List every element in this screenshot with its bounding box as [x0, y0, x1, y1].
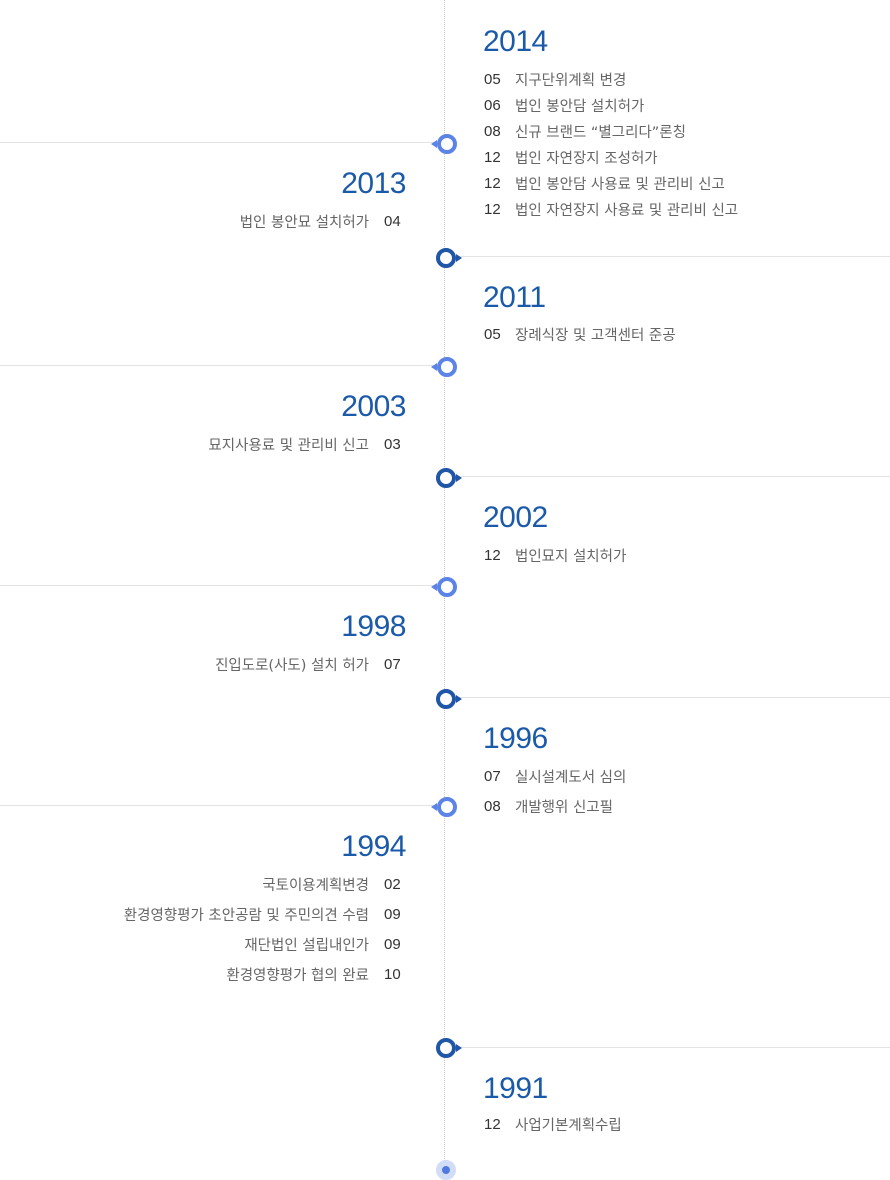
item-month: 12	[484, 546, 501, 564]
year-2014: 2014	[483, 25, 548, 58]
list-item: 법인 봉안묘 설치허가 04	[240, 206, 406, 236]
item-text: 진입도로(사도) 설치 허가	[215, 657, 369, 674]
divider-line	[0, 142, 444, 143]
year-2002: 2002	[483, 501, 548, 534]
timeline-node-icon	[436, 689, 462, 709]
item-text: 국토이용계획변경	[262, 877, 369, 894]
entry-list-1998: 진입도로(사도) 설치 허가 07	[215, 649, 406, 679]
item-month: 03	[384, 435, 401, 453]
item-month: 07	[484, 767, 501, 785]
divider-line	[445, 1047, 890, 1048]
divider-line	[445, 476, 890, 477]
list-item: 08 개발행위 신고필	[484, 791, 626, 821]
item-text: 법인 자연장지 조성허가	[515, 150, 658, 167]
item-month: 05	[484, 70, 501, 88]
item-text: 환경영향평가 초안공람 및 주민의견 수렴	[123, 907, 369, 924]
item-text: 개발행위 신고필	[515, 799, 613, 816]
item-text: 실시설계도서 심의	[515, 769, 627, 786]
item-text: 법인 자연장지 사용료 및 관리비 신고	[515, 202, 739, 219]
timeline-node-icon	[431, 577, 457, 597]
timeline-node-icon	[436, 248, 462, 268]
item-month: 07	[384, 655, 401, 673]
divider-line	[445, 697, 890, 698]
timeline-node-icon	[436, 1038, 462, 1058]
item-month: 02	[384, 875, 401, 893]
year-1994: 1994	[341, 830, 406, 863]
item-month: 12	[484, 1115, 501, 1133]
year-2013: 2013	[341, 167, 406, 200]
timeline-end-dot-icon	[436, 1160, 456, 1180]
item-text: 묘지사용료 및 관리비 신고	[208, 437, 369, 454]
item-month: 10	[384, 965, 401, 983]
list-item: 12 법인묘지 설치허가	[484, 542, 626, 568]
timeline-node-icon	[436, 468, 462, 488]
entry-list-1991: 12 사업기본계획수립	[484, 1111, 622, 1137]
item-text: 법인 봉안묘 설치허가	[239, 214, 369, 231]
entry-list-2002: 12 법인묘지 설치허가	[484, 542, 626, 568]
item-text: 재단법인 설립내인가	[244, 937, 369, 954]
timeline-node-icon	[431, 134, 457, 154]
item-text: 법인 봉안담 설치허가	[515, 98, 645, 115]
list-item: 12 법인 봉안담 사용료 및 관리비 신고	[484, 170, 738, 196]
entry-list-1996: 07 실시설계도서 심의 08 개발행위 신고필	[484, 761, 626, 821]
list-item: 08 신규 브랜드 “별그리다”론칭	[484, 118, 738, 144]
entry-list-2013: 법인 봉안묘 설치허가 04	[240, 206, 406, 236]
list-item: 12 사업기본계획수립	[484, 1111, 622, 1137]
list-item: 06 법인 봉안담 설치허가	[484, 92, 738, 118]
item-month: 08	[484, 797, 501, 815]
item-month: 12	[484, 174, 501, 192]
item-text: 신규 브랜드 “별그리다”론칭	[515, 124, 686, 141]
item-month: 08	[484, 122, 501, 140]
item-text: 사업기본계획수립	[515, 1117, 622, 1134]
list-item: 국토이용계획변경 02	[124, 869, 406, 899]
item-text: 법인묘지 설치허가	[515, 548, 627, 565]
divider-line	[0, 365, 444, 366]
timeline-node-icon	[431, 797, 457, 817]
divider-line	[0, 585, 444, 586]
item-month: 04	[384, 212, 401, 230]
item-month: 09	[384, 905, 401, 923]
list-item: 12 법인 자연장지 조성허가	[484, 144, 738, 170]
list-item: 05 지구단위계획 변경	[484, 66, 738, 92]
list-item: 진입도로(사도) 설치 허가 07	[215, 649, 406, 679]
year-1996: 1996	[483, 722, 548, 755]
item-month: 12	[484, 148, 501, 166]
item-month: 06	[484, 96, 501, 114]
item-text: 환경영향평가 협의 완료	[226, 967, 369, 984]
divider-line	[445, 256, 890, 257]
timeline-node-icon	[431, 357, 457, 377]
list-item: 07 실시설계도서 심의	[484, 761, 626, 791]
list-item: 환경영향평가 협의 완료 10	[124, 959, 406, 989]
year-2011: 2011	[483, 281, 546, 314]
divider-line	[0, 805, 444, 806]
year-1998: 1998	[341, 610, 406, 643]
item-text: 지구단위계획 변경	[515, 72, 627, 89]
entry-list-2011: 05 장례식장 및 고객센터 준공	[484, 321, 676, 347]
year-2003: 2003	[341, 390, 406, 423]
entry-list-2014: 05 지구단위계획 변경 06 법인 봉안담 설치허가 08 신규 브랜드 “별그리다…	[484, 66, 738, 222]
list-item: 12 법인 자연장지 사용료 및 관리비 신고	[484, 196, 738, 222]
list-item: 환경영향평가 초안공람 및 주민의견 수렴 09	[124, 899, 406, 929]
entry-list-2003: 묘지사용료 및 관리비 신고 03	[208, 429, 406, 459]
item-month: 12	[484, 200, 501, 218]
item-text: 장례식장 및 고객센터 준공	[515, 327, 676, 344]
list-item: 재단법인 설립내인가 09	[124, 929, 406, 959]
entry-list-1994: 국토이용계획변경 02 환경영향평가 초안공람 및 주민의견 수렴 09 재단법인 …	[124, 869, 406, 989]
item-text: 법인 봉안담 사용료 및 관리비 신고	[515, 176, 725, 193]
year-1991: 1991	[483, 1072, 548, 1105]
list-item: 05 장례식장 및 고객센터 준공	[484, 321, 676, 347]
item-month: 09	[384, 935, 401, 953]
list-item: 묘지사용료 및 관리비 신고 03	[208, 429, 406, 459]
item-month: 05	[484, 325, 501, 343]
